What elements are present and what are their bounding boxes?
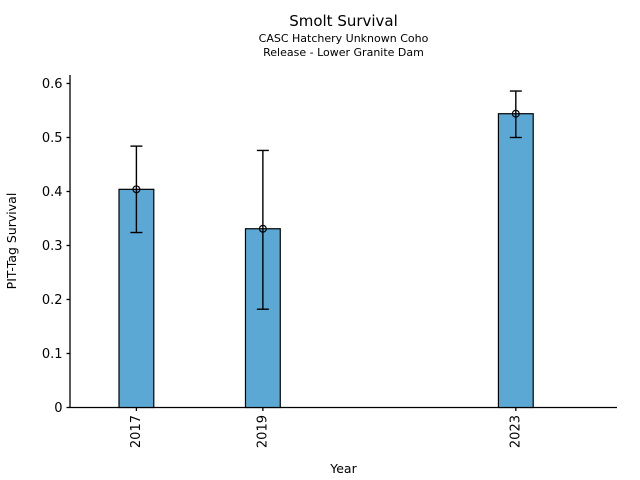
x-tick-label-2023: 2023 [508,415,523,448]
chart-subtitle-line2: Release - Lower Granite Dam [263,46,424,59]
data-point-marker [258,224,267,233]
y-tick-label: 0.6 [42,77,63,92]
bar-2023 [497,113,534,409]
chart-subtitle-line1: CASC Hatchery Unknown Coho [258,32,429,45]
y-tick-label: 0.2 [42,293,63,308]
data-point-marker [132,185,141,194]
chart-title: Smolt Survival [289,12,398,30]
y-tick-label: 0.3 [42,239,63,254]
x-tick-label-2019: 2019 [255,415,270,448]
y-tick-label: 0.1 [42,347,63,362]
data-point-marker [511,109,520,118]
y-tick-label: 0 [54,401,62,416]
y-tick-label: 0.5 [42,131,63,146]
x-axis-label: Year [330,461,357,476]
y-tick-label: 0.4 [42,185,63,200]
x-tick-label-2017: 2017 [129,415,144,448]
